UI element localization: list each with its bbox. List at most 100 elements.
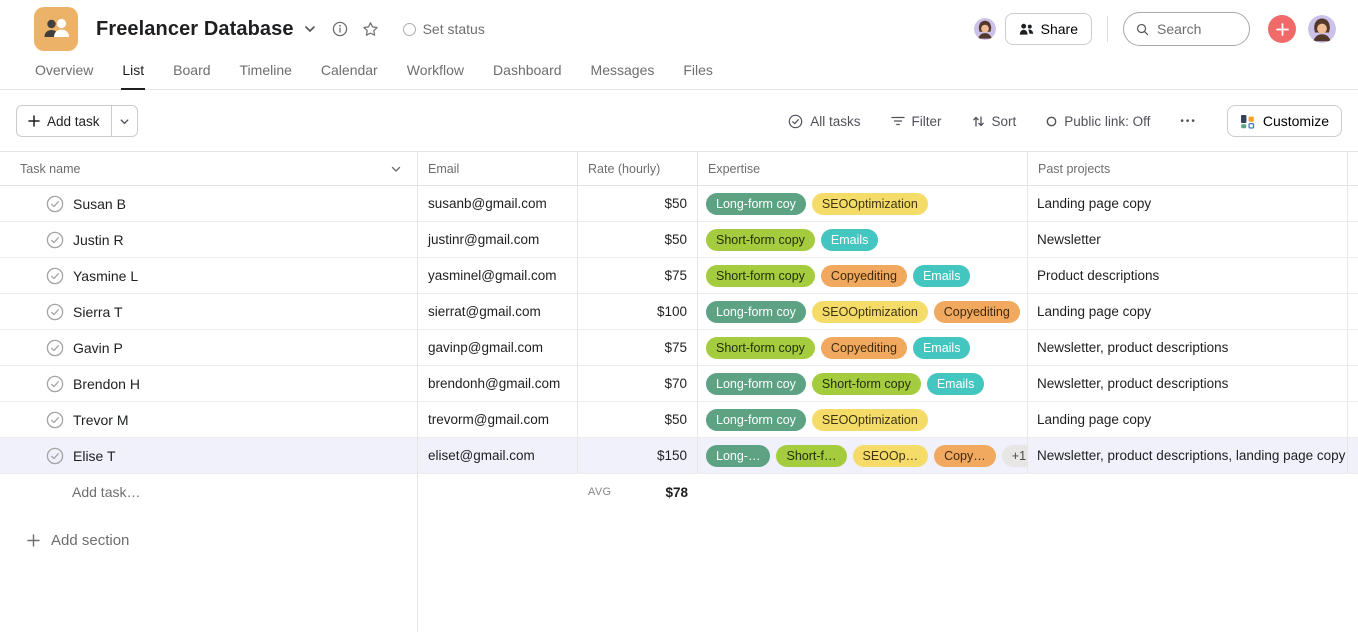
column-header-email[interactable]: Email [418, 152, 578, 185]
email-cell[interactable]: justinr@gmail.com [418, 222, 578, 257]
task-name[interactable]: Justin R [73, 231, 124, 248]
rate-cell[interactable]: $50 [578, 186, 698, 221]
share-button[interactable]: Share [1004, 13, 1092, 45]
column-header-rate[interactable]: Rate (hourly) [578, 152, 698, 185]
email-cell[interactable]: sierrat@gmail.com [418, 294, 578, 329]
table-row[interactable]: Justin R justinr@gmail.com $50 Short-for… [0, 222, 1358, 258]
table-row[interactable]: Elise T eliset@gmail.com $150 Long-… Shor… [0, 438, 1358, 474]
rate-cell[interactable]: $75 [578, 330, 698, 365]
task-name[interactable]: Gavin P [73, 339, 123, 356]
tab-overview[interactable]: Overview [35, 62, 94, 78]
email-cell[interactable]: gavinp@gmail.com [418, 330, 578, 365]
email-cell[interactable]: yasminel@gmail.com [418, 258, 578, 293]
expertise-tag[interactable]: Emails [912, 264, 971, 287]
add-task-inline[interactable]: Add task… [72, 484, 141, 500]
tab-dashboard[interactable]: Dashboard [493, 62, 562, 78]
task-check-circle-icon[interactable] [46, 375, 64, 393]
task-check-circle-icon[interactable] [46, 339, 64, 357]
add-section-button[interactable]: Add section [27, 532, 157, 549]
column-header-task-name[interactable]: Task name [0, 152, 418, 185]
expertise-tag[interactable]: Short-form copy [706, 228, 815, 251]
set-status-button[interactable]: Set status [402, 21, 485, 37]
info-icon[interactable] [332, 21, 348, 37]
expertise-tag[interactable]: Long-form coy [706, 192, 806, 215]
column-header-expertise[interactable]: Expertise [698, 152, 1028, 185]
tab-workflow[interactable]: Workflow [406, 62, 465, 78]
table-row[interactable]: Susan B susanb@gmail.com $50 Long-form c… [0, 186, 1358, 222]
expertise-cell[interactable]: Long-… Short-f… SEOOp… Copy… +1 [698, 438, 1028, 473]
star-icon[interactable] [362, 21, 379, 38]
task-name[interactable]: Elise T [73, 447, 116, 464]
search-input[interactable] [1157, 21, 1237, 37]
tab-calendar[interactable]: Calendar [320, 62, 378, 78]
customize-button[interactable]: Customize [1226, 105, 1342, 137]
expertise-tag[interactable]: SEOOp… [852, 444, 929, 467]
rate-cell[interactable]: $100 [578, 294, 698, 329]
rate-cell[interactable]: $150 [578, 438, 698, 473]
past-projects-cell[interactable]: Newsletter [1028, 222, 1348, 257]
more-options-icon[interactable]: ••• [1180, 115, 1197, 127]
tab-messages[interactable]: Messages [590, 62, 655, 78]
user-avatar[interactable] [1308, 15, 1336, 43]
task-check-circle-icon[interactable] [46, 195, 64, 213]
email-cell[interactable]: eliset@gmail.com [418, 438, 578, 473]
expertise-tag[interactable]: Copyediting [820, 336, 907, 359]
task-name[interactable]: Sierra T [73, 303, 123, 320]
task-name[interactable]: Susan B [73, 195, 126, 212]
rate-cell[interactable]: $75 [578, 258, 698, 293]
task-check-circle-icon[interactable] [46, 303, 64, 321]
expertise-cell[interactable]: Short-form copy Copyediting Emails [698, 258, 1028, 293]
expertise-tag[interactable]: Long-form coy [706, 300, 806, 323]
expertise-cell[interactable]: Short-form copy Copyediting Emails [698, 330, 1028, 365]
expertise-cell[interactable]: Long-form coy Short-form copy Emails [698, 366, 1028, 401]
task-check-circle-icon[interactable] [46, 231, 64, 249]
expertise-tag[interactable]: Short-form copy [706, 336, 815, 359]
expertise-tag[interactable]: Copyediting [820, 264, 907, 287]
add-task-dropdown[interactable] [110, 106, 137, 136]
email-cell[interactable]: brendonh@gmail.com [418, 366, 578, 401]
chevron-down-icon[interactable] [390, 163, 402, 175]
expertise-tag[interactable]: SEOOptimization [811, 300, 928, 323]
expertise-tag[interactable]: Short-form copy [811, 372, 921, 395]
public-link-button[interactable]: Public link: Off [1046, 114, 1150, 129]
expertise-tag[interactable]: Emails [820, 228, 879, 251]
all-tasks-filter[interactable]: All tasks [788, 114, 861, 129]
past-projects-cell[interactable]: Landing page copy [1028, 402, 1348, 437]
expertise-tag[interactable]: Emails [926, 372, 985, 395]
title-chevron-down-icon[interactable] [304, 23, 316, 35]
expertise-tag[interactable]: SEOOptimization [811, 408, 928, 431]
email-cell[interactable]: trevorm@gmail.com [418, 402, 578, 437]
task-check-circle-icon[interactable] [46, 411, 64, 429]
column-header-past-projects[interactable]: Past projects [1028, 152, 1348, 185]
table-row[interactable]: Trevor M trevorm@gmail.com $50 Long-form… [0, 402, 1358, 438]
expertise-tag[interactable]: Short-form copy [706, 264, 815, 287]
past-projects-cell[interactable]: Newsletter, product descriptions [1028, 366, 1348, 401]
task-name[interactable]: Trevor M [73, 411, 129, 428]
rate-cell[interactable]: $70 [578, 366, 698, 401]
rate-cell[interactable]: $50 [578, 402, 698, 437]
create-button[interactable] [1268, 15, 1296, 43]
task-check-circle-icon[interactable] [46, 267, 64, 285]
expertise-cell[interactable]: Short-form copy Emails [698, 222, 1028, 257]
tab-board[interactable]: Board [173, 62, 211, 78]
expertise-tag[interactable]: SEOOptimization [811, 192, 928, 215]
expertise-tag[interactable]: +1 [1001, 444, 1027, 467]
rate-average-summary[interactable]: AVG $78 [578, 474, 698, 510]
email-cell[interactable]: susanb@gmail.com [418, 186, 578, 221]
expertise-tag[interactable]: Short-f… [776, 444, 847, 467]
expertise-tag[interactable]: Copy… [934, 444, 996, 467]
past-projects-cell[interactable]: Newsletter, product descriptions, landin… [1028, 438, 1348, 473]
expertise-cell[interactable]: Long-form coy SEOOptimization Copyediting [698, 294, 1028, 329]
past-projects-cell[interactable]: Product descriptions [1028, 258, 1348, 293]
past-projects-cell[interactable]: Landing page copy [1028, 294, 1348, 329]
sort-button[interactable]: Sort [972, 114, 1016, 129]
expertise-tag[interactable]: Long-form coy [706, 408, 806, 431]
expertise-tag[interactable]: Long-form coy [706, 372, 806, 395]
table-row[interactable]: Gavin P gavinp@gmail.com $75 Short-form … [0, 330, 1358, 366]
table-row[interactable]: Sierra T sierrat@gmail.com $100 Long-for… [0, 294, 1358, 330]
filter-button[interactable]: Filter [890, 114, 942, 129]
tab-files[interactable]: Files [683, 62, 713, 78]
table-row[interactable]: Yasmine L yasminel@gmail.com $75 Short-f… [0, 258, 1358, 294]
search-bar[interactable] [1123, 12, 1250, 46]
past-projects-cell[interactable]: Landing page copy [1028, 186, 1348, 221]
